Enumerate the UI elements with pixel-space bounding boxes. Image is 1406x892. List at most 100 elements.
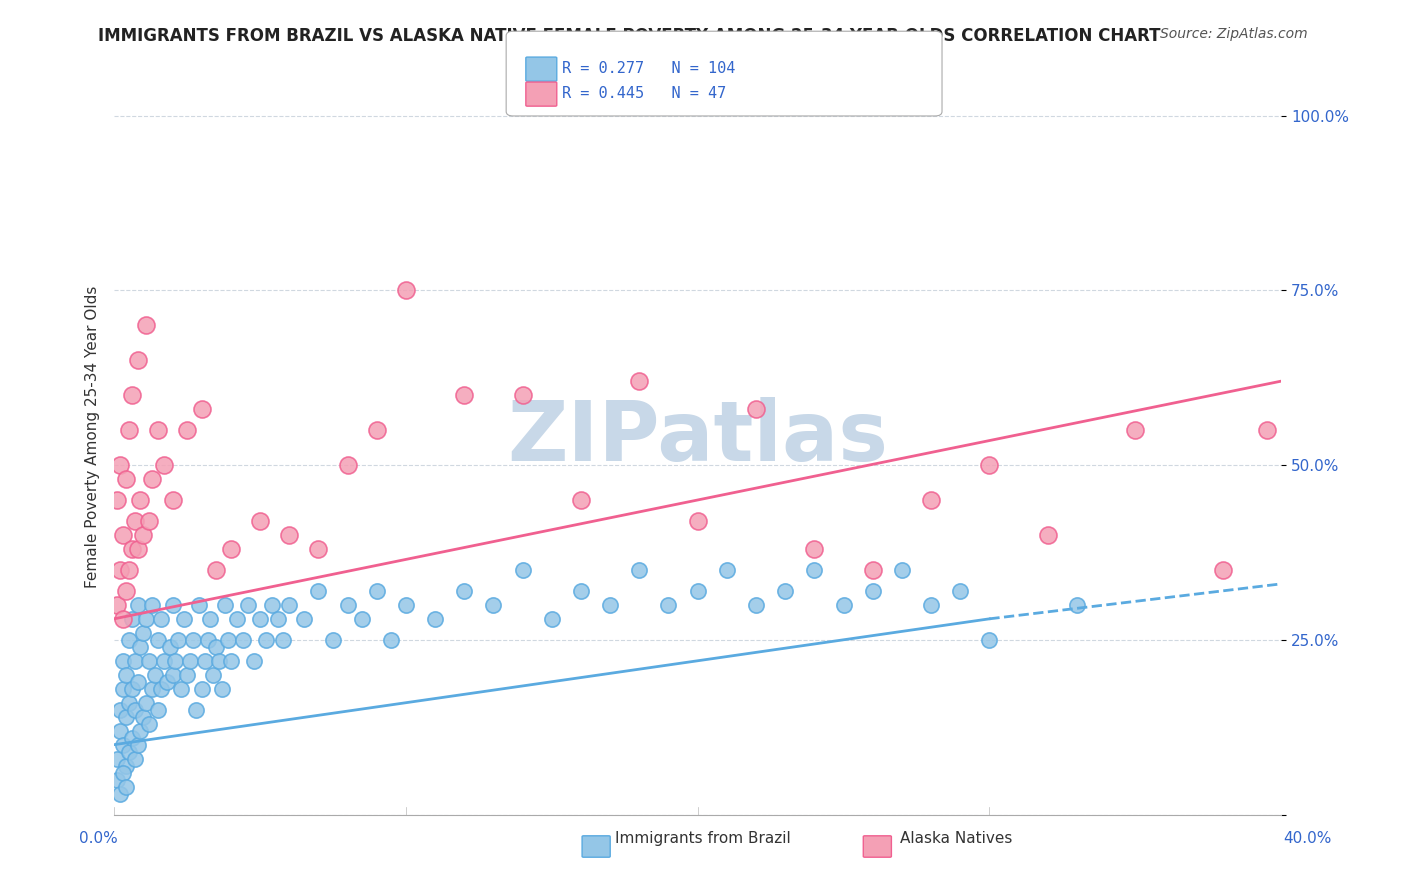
Point xyxy=(111,738,134,752)
Point xyxy=(143,667,166,681)
Point xyxy=(482,598,505,612)
Point xyxy=(111,612,134,626)
Point xyxy=(1036,528,1059,542)
Text: Alaska Natives: Alaska Natives xyxy=(900,831,1012,846)
Point xyxy=(167,632,190,647)
Point xyxy=(512,388,534,402)
Point xyxy=(105,751,128,765)
Point xyxy=(165,654,187,668)
Point xyxy=(187,598,209,612)
Point xyxy=(628,563,651,577)
Y-axis label: Female Poverty Among 25-34 Year Olds: Female Poverty Among 25-34 Year Olds xyxy=(86,286,100,588)
Point xyxy=(745,598,768,612)
Point xyxy=(176,423,198,437)
Point xyxy=(141,681,163,696)
Point xyxy=(179,654,201,668)
Point xyxy=(121,612,143,626)
Point xyxy=(105,598,128,612)
Point xyxy=(159,640,181,654)
Point xyxy=(124,751,146,765)
Point xyxy=(200,612,222,626)
Point xyxy=(278,528,301,542)
Point xyxy=(146,703,169,717)
Point xyxy=(127,674,149,689)
Point xyxy=(657,598,679,612)
Point xyxy=(273,632,295,647)
Point xyxy=(225,612,247,626)
Point xyxy=(121,681,143,696)
Point xyxy=(105,493,128,508)
Point xyxy=(1066,598,1088,612)
Point xyxy=(108,563,131,577)
Point xyxy=(132,528,155,542)
Point xyxy=(121,388,143,402)
Point xyxy=(832,598,855,612)
Point xyxy=(111,681,134,696)
Text: 0.0%: 0.0% xyxy=(79,831,118,846)
Point xyxy=(162,598,184,612)
Point xyxy=(686,514,709,528)
Point xyxy=(249,612,271,626)
Point xyxy=(208,654,231,668)
Text: Immigrants from Brazil: Immigrants from Brazil xyxy=(616,831,790,846)
Point xyxy=(115,780,138,794)
Point xyxy=(124,514,146,528)
Point xyxy=(124,703,146,717)
Point xyxy=(949,583,972,598)
Point xyxy=(803,563,825,577)
Point xyxy=(132,625,155,640)
Point xyxy=(890,563,912,577)
Point xyxy=(569,583,592,598)
Point xyxy=(141,472,163,486)
Point xyxy=(803,541,825,556)
Point xyxy=(118,563,141,577)
Point xyxy=(862,563,884,577)
Point xyxy=(307,541,329,556)
Point xyxy=(232,632,254,647)
Point xyxy=(115,667,138,681)
Point xyxy=(152,654,174,668)
Point xyxy=(243,654,266,668)
Point xyxy=(211,681,233,696)
Point xyxy=(108,723,131,738)
Point xyxy=(149,681,172,696)
Point xyxy=(132,709,155,723)
Point xyxy=(129,640,152,654)
Point xyxy=(190,681,212,696)
Point xyxy=(219,541,242,556)
Point xyxy=(115,758,138,772)
Point xyxy=(920,493,942,508)
Point xyxy=(170,681,193,696)
Text: R = 0.277   N = 104: R = 0.277 N = 104 xyxy=(562,62,735,76)
Point xyxy=(352,612,374,626)
Text: IMMIGRANTS FROM BRAZIL VS ALASKA NATIVE FEMALE POVERTY AMONG 25-34 YEAR OLDS COR: IMMIGRANTS FROM BRAZIL VS ALASKA NATIVE … xyxy=(98,27,1161,45)
Point xyxy=(395,283,418,297)
Point xyxy=(540,612,562,626)
Text: 40.0%: 40.0% xyxy=(1284,831,1331,846)
Point xyxy=(129,723,152,738)
Point xyxy=(217,632,239,647)
Point xyxy=(322,632,344,647)
Point xyxy=(512,563,534,577)
Point xyxy=(146,423,169,437)
Point xyxy=(135,612,157,626)
Point xyxy=(336,598,359,612)
Point xyxy=(127,353,149,368)
Point xyxy=(197,632,219,647)
Point xyxy=(395,598,418,612)
Point xyxy=(979,632,1001,647)
Point xyxy=(1212,563,1234,577)
Point xyxy=(162,493,184,508)
Point xyxy=(105,772,128,787)
Point xyxy=(118,696,141,710)
Point xyxy=(127,738,149,752)
Point xyxy=(278,598,301,612)
Point xyxy=(173,612,195,626)
Point xyxy=(979,458,1001,472)
Point xyxy=(146,632,169,647)
Point xyxy=(156,674,179,689)
Point xyxy=(121,541,143,556)
Point xyxy=(599,598,621,612)
Point xyxy=(249,514,271,528)
Point xyxy=(111,528,134,542)
